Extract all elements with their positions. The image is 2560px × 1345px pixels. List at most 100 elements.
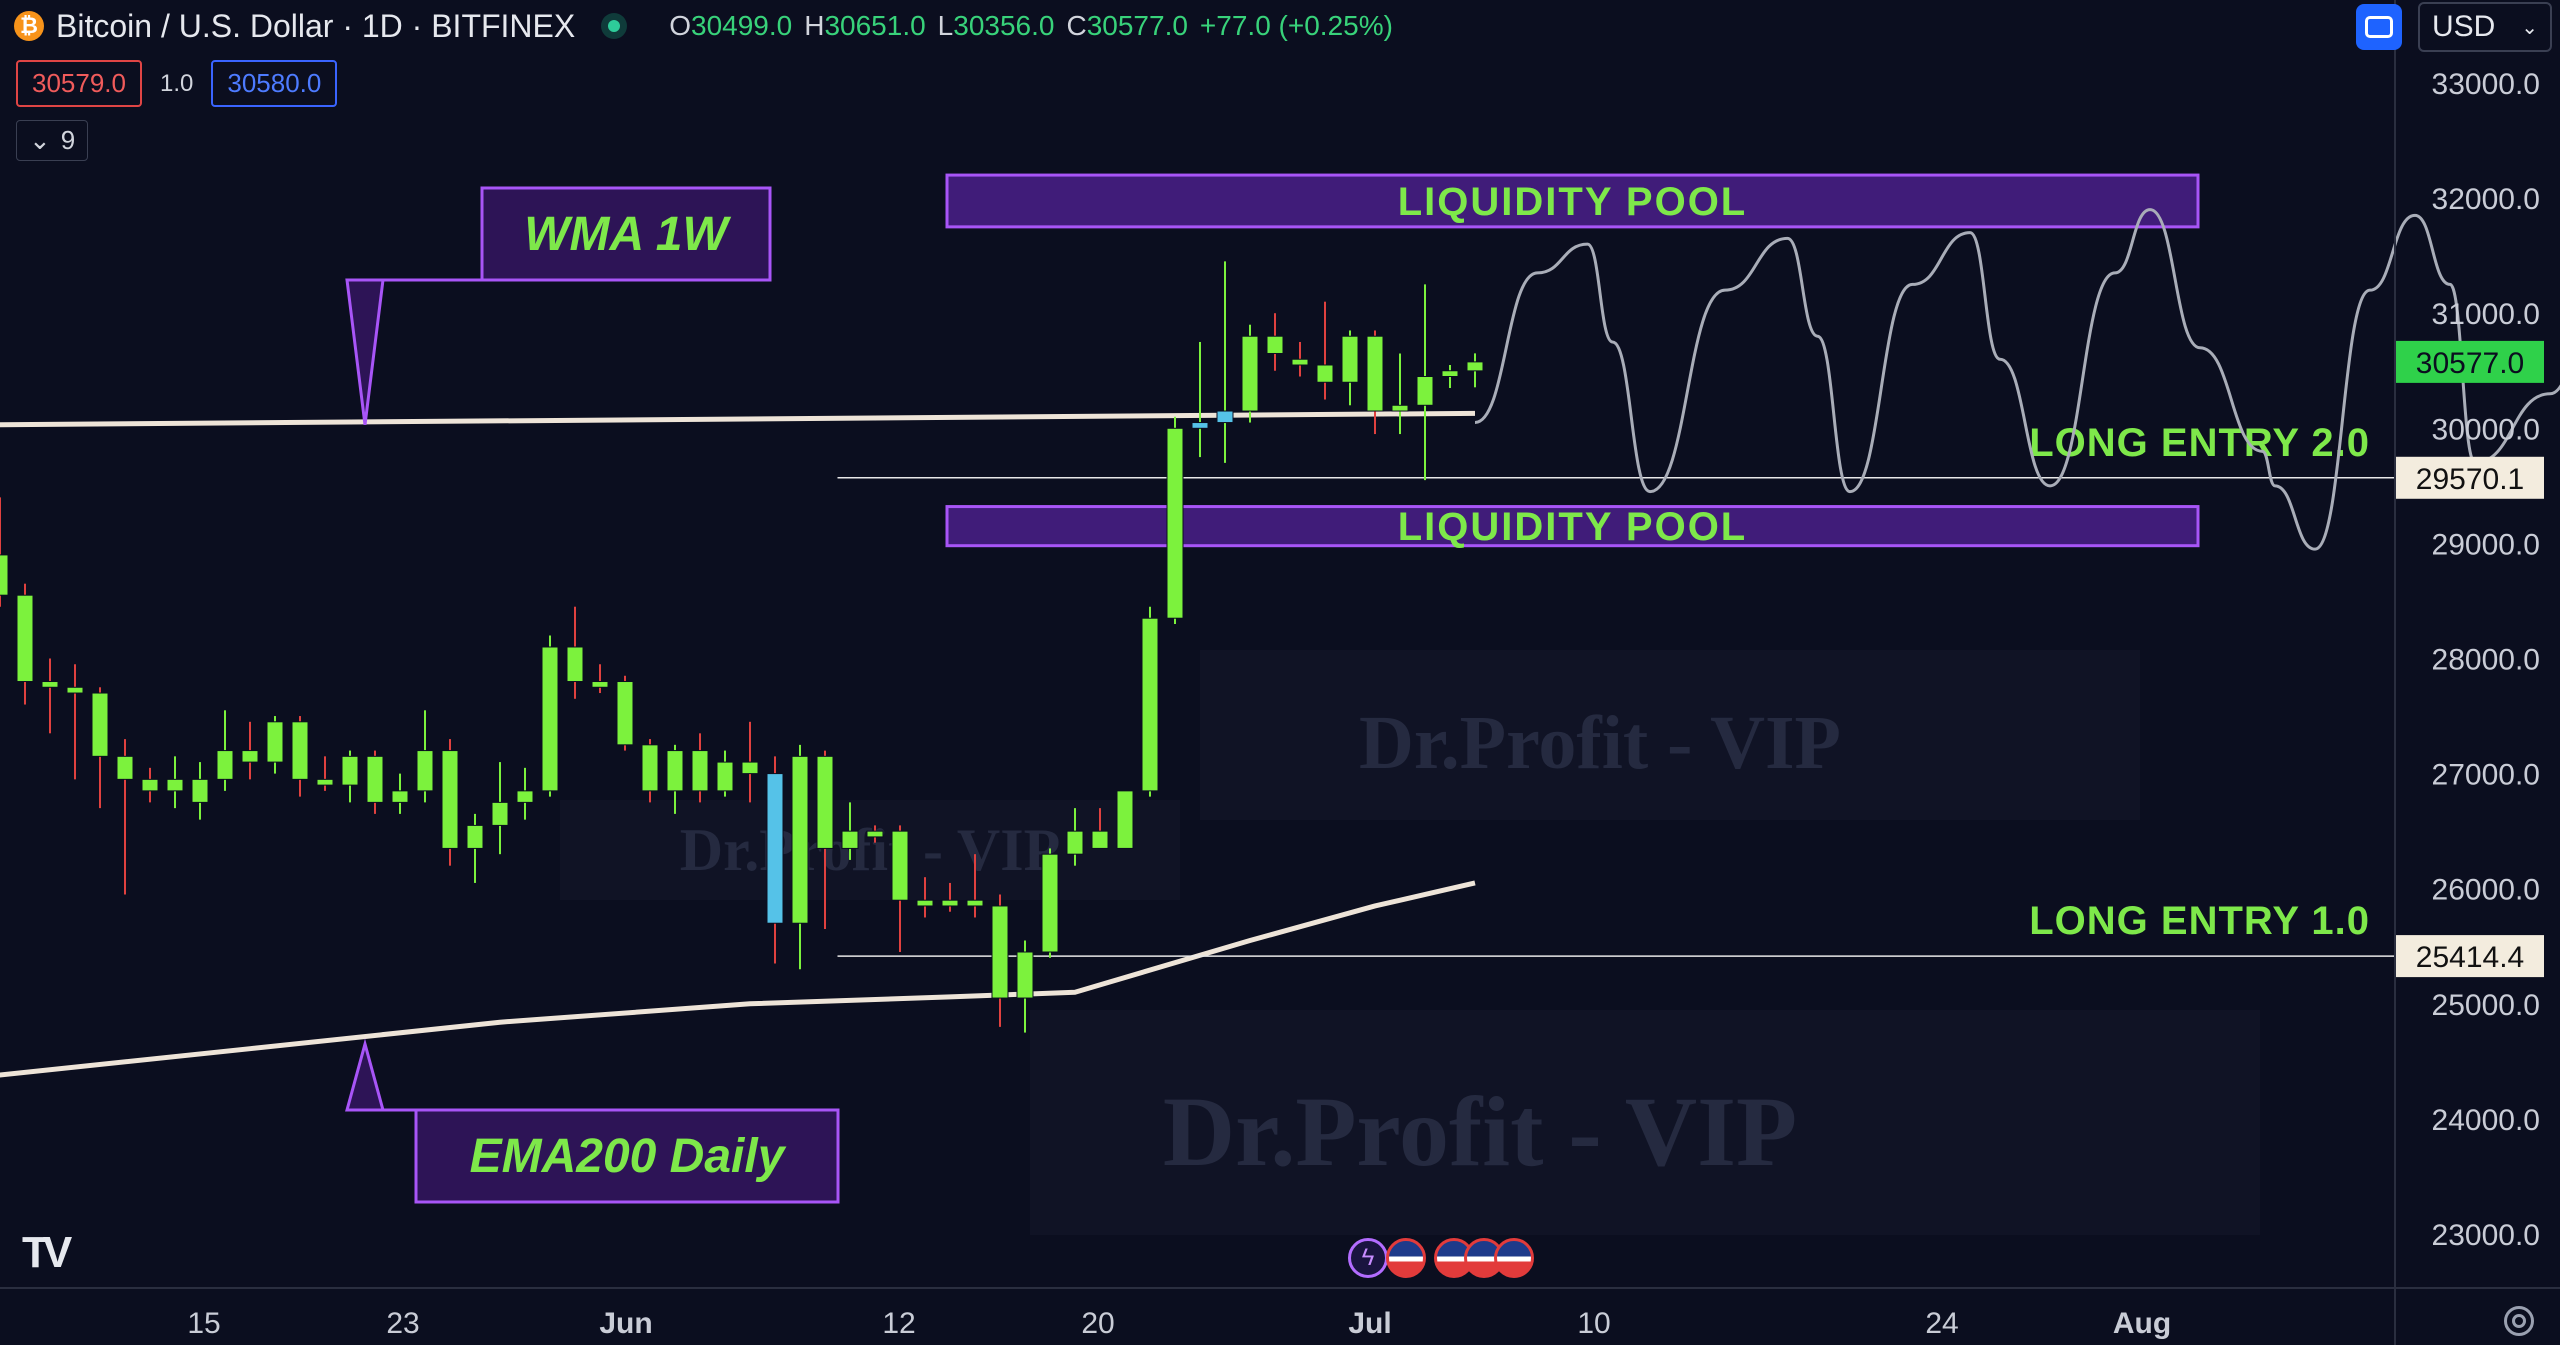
candle-body — [766, 773, 784, 924]
low-value: 30356.0 — [953, 10, 1055, 41]
candle-body — [1116, 790, 1134, 849]
candle-body — [991, 905, 1009, 999]
open-value: 30499.0 — [691, 10, 793, 41]
last-price-tag — [2396, 340, 2544, 383]
candle-body — [1366, 335, 1384, 412]
time-tick-label: Jul — [1348, 1307, 1391, 1340]
candle-body — [1341, 335, 1359, 383]
candles — [0, 261, 1484, 1033]
high-value: 30651.0 — [824, 10, 926, 41]
sync-icon[interactable] — [2356, 4, 2402, 50]
candle-body — [1016, 951, 1034, 999]
candle-body — [291, 721, 309, 780]
level-price-tag — [2396, 456, 2544, 499]
candle-body — [516, 790, 534, 803]
candle-body — [891, 830, 909, 901]
chevron-down-icon: ⌄ — [29, 125, 51, 155]
price-tick-label: 33000.0 — [2432, 68, 2540, 101]
liquidity-pool-zone — [945, 173, 2200, 229]
candle-body — [666, 750, 684, 792]
change-value: +77.0 (+0.25%) — [1199, 10, 1393, 41]
candle-body — [966, 899, 984, 907]
entry-levels: LONG ENTRY 2.0 LONG ENTRY 1.0 — [837, 421, 2395, 957]
candle-body — [266, 721, 284, 763]
spread-value: 1.0 — [159, 69, 194, 97]
watermarks: Dr.Profit - VIP Dr.Profit - VIP Dr.Profit … — [560, 650, 2260, 1235]
tradingview-logo-icon[interactable]: TV — [22, 1228, 72, 1277]
close-value: 30577.0 — [1086, 10, 1188, 41]
candle-body — [66, 686, 84, 694]
candle-body — [341, 755, 359, 786]
liquidity-zones: LIQUIDITY POOL LIQUIDITY POOL — [945, 173, 2200, 549]
level-price-label: 25414.4 — [2416, 941, 2524, 974]
watermark-text: Dr.Profit - VIP — [680, 817, 1061, 883]
us-flag-icon[interactable] — [1494, 1238, 1534, 1278]
candle-body — [191, 778, 209, 803]
currency-select[interactable]: USD ⌄ — [2418, 2, 2552, 52]
symbol-title[interactable]: Bitcoin / U.S. Dollar · 1D · BITFINEX — [56, 7, 576, 44]
price-tick-label: 23000.0 — [2432, 1219, 2540, 1252]
candle-body — [16, 594, 34, 683]
callout-label: EMA200 Daily — [470, 1130, 787, 1183]
price-tick-label: 30000.0 — [2432, 413, 2540, 446]
candle-body — [441, 750, 459, 849]
liquidity-pool-zone — [945, 505, 2200, 548]
candle-body — [816, 755, 834, 849]
candle-body — [691, 750, 709, 792]
candle-body — [1166, 427, 1184, 619]
candle-body — [1091, 830, 1109, 849]
candle-body — [41, 681, 59, 688]
candle-body — [1066, 830, 1084, 855]
level-price-label: 29570.1 — [2416, 463, 2524, 496]
candle-body — [366, 755, 384, 803]
candle-body — [616, 681, 634, 746]
candle-body — [91, 692, 109, 757]
settings-gear-icon[interactable] — [2504, 1306, 2534, 1336]
candle-body — [541, 646, 559, 792]
candle-body — [1191, 422, 1209, 429]
buy-button[interactable]: 30580.0 — [211, 60, 338, 107]
watermark-text: Dr.Profit - VIP — [1359, 701, 1841, 785]
time-tick-label: Aug — [2113, 1307, 2171, 1340]
time-tick-label: 10 — [1577, 1307, 1610, 1340]
candle-body — [791, 755, 809, 924]
low-label: L — [937, 10, 954, 41]
candle-body — [566, 646, 584, 683]
last-price-label: 30577.0 — [2416, 347, 2524, 380]
candle-body — [1466, 361, 1484, 372]
price-tick-label: 28000.0 — [2432, 644, 2540, 677]
time-tick-label: 23 — [386, 1307, 419, 1340]
candle-body — [941, 899, 959, 907]
candle-body — [1241, 335, 1259, 412]
us-flag-icon[interactable] — [1386, 1238, 1426, 1278]
candle-body — [591, 681, 609, 688]
bitcoin-icon: ₿ — [14, 11, 44, 41]
candle-body — [1291, 358, 1309, 366]
wma-1w-line — [0, 410, 1476, 428]
callout-shape — [345, 1038, 840, 1204]
candle-body — [391, 790, 409, 803]
top-right-controls: USD ⌄ — [2356, 2, 2552, 52]
trade-panel: 30579.0 1.0 30580.0 — [16, 60, 338, 107]
liquidity-pool-label: LIQUIDITY POOL — [1398, 180, 1748, 224]
close-label: C — [1066, 10, 1087, 41]
candle-body — [416, 750, 434, 792]
bolt-icon[interactable]: ϟ — [1348, 1238, 1388, 1278]
candle-body — [1141, 617, 1159, 792]
candle-body — [866, 830, 884, 838]
symbol-header: ₿ Bitcoin / U.S. Dollar · 1D · BITFINEX … — [14, 6, 1393, 46]
sell-button[interactable]: 30579.0 — [16, 60, 142, 107]
candle-body — [916, 899, 934, 907]
indicators-toggle[interactable]: ⌄ 9 — [16, 120, 89, 161]
projection-path — [1474, 208, 2560, 551]
annotation-callouts: WMA 1W EMA200 Daily — [345, 186, 840, 1204]
candle-body — [0, 554, 9, 596]
market-status-icon — [601, 13, 628, 39]
time-tick-label: 20 — [1081, 1307, 1114, 1340]
watermark-text: Dr.Profit - VIP — [1163, 1076, 1797, 1187]
chevron-down-icon: ⌄ — [2521, 16, 2538, 39]
time-tick-label: 24 — [1925, 1307, 1958, 1340]
candle-body — [1216, 410, 1234, 424]
